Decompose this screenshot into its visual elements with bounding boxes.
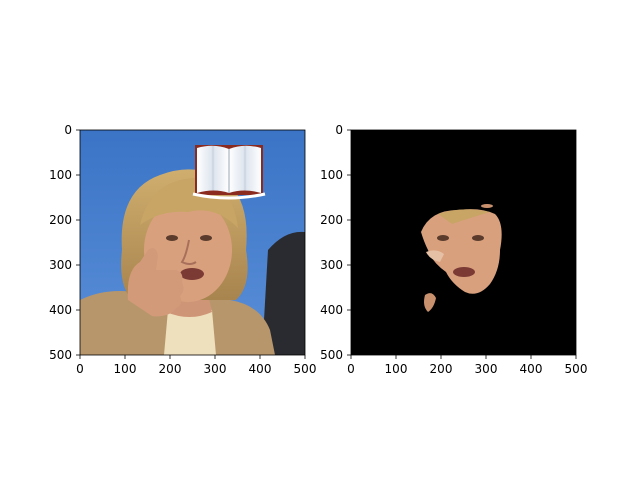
- left-y-tick-label: 100: [49, 168, 72, 182]
- mask-hair-strand: [438, 209, 490, 224]
- right-y-tick-label: 400: [320, 303, 343, 317]
- right-eye: [200, 235, 212, 241]
- left-x-tick-label: 100: [114, 362, 137, 376]
- right-y-tick-label: 100: [320, 168, 343, 182]
- thumbs-up-hand: [127, 248, 184, 317]
- mask-face-region: [421, 209, 502, 294]
- left-x-tick-label: 300: [204, 362, 227, 376]
- right-y-tick-label: 500: [320, 348, 343, 362]
- right-x-tick-label: 400: [520, 362, 543, 376]
- mask-right-eye: [472, 235, 484, 241]
- mask-patch-cheek: [426, 250, 444, 262]
- right-x-tick-label: 100: [385, 362, 408, 376]
- left-y-tick-label: 0: [64, 123, 72, 137]
- dark-suit: [262, 231, 305, 355]
- right-y-tick-label: 300: [320, 258, 343, 272]
- right-x-tick-label: 500: [565, 362, 588, 376]
- right-image-panel: [351, 130, 576, 355]
- right-axes-frame: [350, 129, 577, 356]
- left-x-tick-label: 200: [159, 362, 182, 376]
- sleeve: [120, 300, 152, 345]
- left-y-tick-label: 400: [49, 303, 72, 317]
- left-x-tick-label: 0: [76, 362, 84, 376]
- nose: [180, 239, 197, 265]
- right-y-tick-label: 200: [320, 213, 343, 227]
- mask-patch-top: [481, 204, 493, 208]
- right-axis-ticks: 0 100 200 300 400 500 0 100 200 300 400 500: [320, 123, 587, 376]
- left-y-tick-label: 500: [49, 348, 72, 362]
- book-icon: [192, 145, 266, 200]
- left-y-tick-label: 300: [49, 258, 72, 272]
- mask-patch-hand: [424, 293, 436, 312]
- mask-left-eye: [437, 235, 449, 241]
- left-x-tick-label: 500: [294, 362, 317, 376]
- mask-mouth: [453, 267, 475, 277]
- right-x-tick-label: 200: [430, 362, 453, 376]
- mouth: [180, 268, 204, 280]
- left-eye: [166, 235, 178, 241]
- right-y-tick-label: 0: [335, 123, 343, 137]
- right-x-tick-label: 300: [475, 362, 498, 376]
- shirt: [164, 305, 216, 355]
- left-y-tick-label: 200: [49, 213, 72, 227]
- right-x-tick-label: 0: [347, 362, 355, 376]
- left-axes-frame: [79, 129, 306, 356]
- left-axis-ticks: 0 100 200 300 400 500 0 100 200 300 400 500: [49, 123, 316, 376]
- left-image-panel: [80, 130, 305, 355]
- left-x-tick-label: 400: [249, 362, 272, 376]
